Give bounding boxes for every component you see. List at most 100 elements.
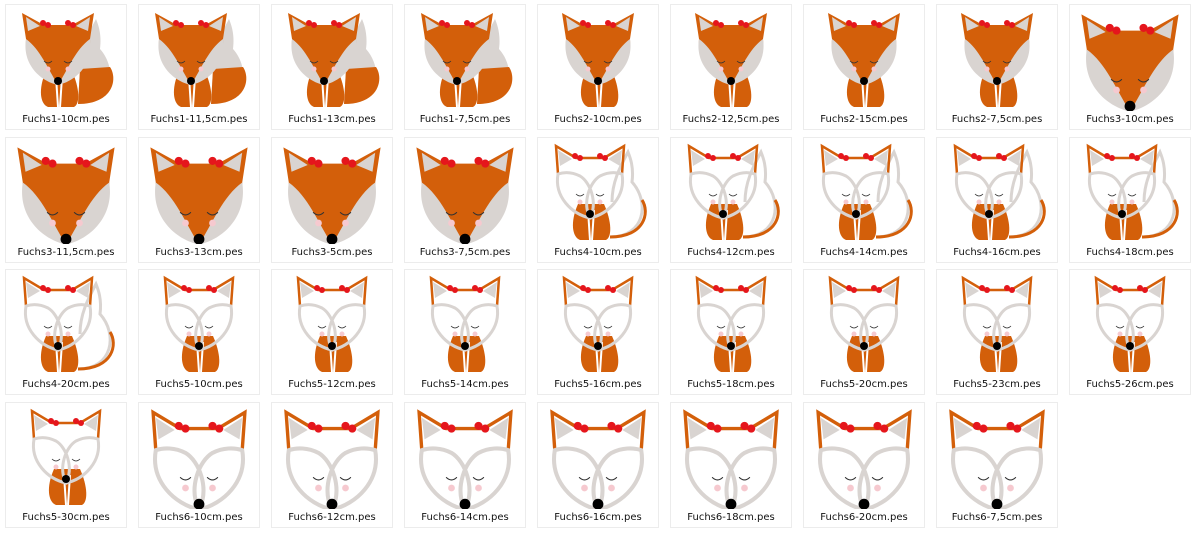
file-item[interactable]: Fuchs5-16cm.pes bbox=[537, 269, 659, 395]
file-name: Fuchs5-30cm.pes bbox=[22, 511, 110, 523]
file-name: Fuchs1-13cm.pes bbox=[288, 114, 376, 125]
file-item[interactable]: Fuchs4-14cm.pes bbox=[803, 136, 925, 263]
file-name: Fuchs6-12cm.pes bbox=[288, 511, 376, 523]
file-thumbnail-fox-icon bbox=[816, 408, 912, 509]
file-name: Fuchs4-14cm.pes bbox=[820, 246, 908, 258]
file-name: Fuchs5-20cm.pes bbox=[820, 379, 908, 390]
file-thumbnail-fox-icon bbox=[30, 408, 102, 505]
file-item[interactable]: Fuchs2-7,5cm.pes bbox=[936, 4, 1058, 130]
file-thumbnail-fox-icon bbox=[695, 275, 767, 373]
file-item[interactable]: Fuchs5-14cm.pes bbox=[404, 269, 526, 395]
file-name: Fuchs2-12,5cm.pes bbox=[682, 114, 780, 125]
file-item[interactable]: Fuchs5-23cm.pes bbox=[936, 269, 1058, 395]
file-name: Fuchs6-7,5cm.pes bbox=[951, 511, 1043, 523]
file-name: Fuchs3-7,5cm.pes bbox=[419, 246, 511, 258]
file-thumbnail-fox-icon bbox=[683, 408, 779, 509]
file-item[interactable]: Fuchs5-30cm.pes bbox=[5, 401, 127, 528]
file-item[interactable]: Fuchs4-20cm.pes bbox=[5, 269, 127, 395]
file-name: Fuchs5-16cm.pes bbox=[554, 379, 642, 390]
file-thumbnail-fox-icon bbox=[155, 13, 247, 108]
file-thumbnail-fox-icon bbox=[820, 143, 913, 240]
file-name: Fuchs4-16cm.pes bbox=[953, 246, 1041, 258]
file-name: Fuchs3-11,5cm.pes bbox=[17, 246, 115, 258]
file-item[interactable]: Fuchs1-10cm.pes bbox=[5, 4, 127, 130]
file-name: Fuchs3-13cm.pes bbox=[155, 246, 243, 258]
file-item[interactable]: Fuchs3-10cm.pes bbox=[1069, 4, 1191, 130]
file-item[interactable]: Fuchs4-16cm.pes bbox=[936, 136, 1058, 263]
file-thumbnail-fox-icon bbox=[1086, 143, 1179, 240]
file-thumbnail-fox-icon bbox=[961, 275, 1033, 373]
file-thumbnail-fox-icon bbox=[953, 143, 1046, 240]
file-item[interactable]: Fuchs3-11,5cm.pes bbox=[5, 136, 127, 263]
file-name: Fuchs6-16cm.pes bbox=[554, 511, 642, 523]
file-thumbnail-fox-icon bbox=[687, 143, 780, 240]
file-item[interactable]: Fuchs3-7,5cm.pes bbox=[404, 136, 526, 263]
file-item[interactable]: Fuchs5-18cm.pes bbox=[670, 269, 792, 395]
file-item[interactable]: Fuchs5-26cm.pes bbox=[1069, 269, 1191, 395]
file-thumbnail-fox-icon bbox=[150, 146, 248, 244]
file-thumbnail-grid: Fuchs1-10cm.pes Fuchs1-11,5cm.pes Fuchs1-1… bbox=[5, 4, 1191, 528]
file-item[interactable]: Fuchs6-20cm.pes bbox=[803, 401, 925, 528]
file-item[interactable]: Fuchs6-7,5cm.pes bbox=[936, 401, 1058, 528]
file-name: Fuchs6-20cm.pes bbox=[820, 511, 908, 523]
file-thumbnail-fox-icon bbox=[284, 408, 380, 509]
file-thumbnail-fox-icon bbox=[163, 275, 235, 373]
file-name: Fuchs1-10cm.pes bbox=[22, 114, 110, 125]
file-name: Fuchs5-14cm.pes bbox=[421, 379, 509, 390]
file-item[interactable]: Fuchs5-20cm.pes bbox=[803, 269, 925, 395]
file-thumbnail-fox-icon bbox=[695, 13, 767, 108]
file-thumbnail-fox-icon bbox=[22, 275, 115, 373]
file-thumbnail-fox-icon bbox=[22, 13, 114, 108]
file-thumbnail-fox-icon bbox=[949, 408, 1045, 509]
file-name: Fuchs6-14cm.pes bbox=[421, 511, 509, 523]
file-thumbnail-fox-icon bbox=[828, 275, 900, 373]
file-item[interactable]: Fuchs5-12cm.pes bbox=[271, 269, 393, 395]
file-item[interactable]: Fuchs1-13cm.pes bbox=[271, 4, 393, 130]
file-name: Fuchs3-10cm.pes bbox=[1086, 114, 1174, 125]
file-item[interactable]: Fuchs6-14cm.pes bbox=[404, 401, 526, 528]
file-thumbnail-fox-icon bbox=[417, 408, 513, 509]
file-name: Fuchs5-12cm.pes bbox=[288, 379, 376, 390]
file-name: Fuchs5-18cm.pes bbox=[687, 379, 775, 390]
file-thumbnail-fox-icon bbox=[17, 146, 115, 244]
file-name: Fuchs2-7,5cm.pes bbox=[951, 114, 1043, 125]
file-thumbnail-fox-icon bbox=[961, 13, 1033, 108]
file-thumbnail-fox-icon bbox=[562, 275, 634, 373]
file-name: Fuchs3-5cm.pes bbox=[291, 246, 373, 258]
file-item[interactable]: Fuchs6-16cm.pes bbox=[537, 401, 659, 528]
file-item[interactable]: Fuchs4-12cm.pes bbox=[670, 136, 792, 263]
file-name: Fuchs4-18cm.pes bbox=[1086, 246, 1174, 258]
file-item[interactable]: Fuchs6-12cm.pes bbox=[271, 401, 393, 528]
file-name: Fuchs6-18cm.pes bbox=[687, 511, 775, 523]
file-thumbnail-fox-icon bbox=[421, 13, 513, 108]
file-name: Fuchs1-7,5cm.pes bbox=[419, 114, 511, 125]
file-item[interactable]: Fuchs6-10cm.pes bbox=[138, 401, 260, 528]
file-thumbnail-fox-icon bbox=[1081, 14, 1179, 111]
file-item[interactable]: Fuchs3-13cm.pes bbox=[138, 136, 260, 263]
file-item[interactable]: Fuchs3-5cm.pes bbox=[271, 136, 393, 263]
file-item[interactable]: Fuchs2-12,5cm.pes bbox=[670, 4, 792, 130]
file-item[interactable]: Fuchs1-7,5cm.pes bbox=[404, 4, 526, 130]
file-item[interactable]: Fuchs4-18cm.pes bbox=[1069, 136, 1191, 263]
file-item[interactable]: Fuchs2-10cm.pes bbox=[537, 4, 659, 130]
file-thumbnail-fox-icon bbox=[562, 13, 634, 108]
file-thumbnail-fox-icon bbox=[296, 275, 368, 373]
file-item[interactable]: Fuchs6-18cm.pes bbox=[670, 401, 792, 528]
file-thumbnail-fox-icon bbox=[1094, 275, 1166, 373]
file-thumbnail-fox-icon bbox=[828, 13, 900, 108]
file-thumbnail-fox-icon bbox=[283, 146, 381, 244]
file-name: Fuchs4-10cm.pes bbox=[554, 246, 642, 258]
file-name: Fuchs6-10cm.pes bbox=[155, 511, 243, 523]
file-item[interactable]: Fuchs5-10cm.pes bbox=[138, 269, 260, 395]
file-thumbnail-fox-icon bbox=[429, 275, 501, 373]
file-name: Fuchs1-11,5cm.pes bbox=[150, 114, 248, 125]
file-name: Fuchs4-12cm.pes bbox=[687, 246, 775, 258]
file-item[interactable]: Fuchs1-11,5cm.pes bbox=[138, 4, 260, 130]
file-thumbnail-fox-icon bbox=[416, 146, 514, 244]
file-name: Fuchs2-10cm.pes bbox=[554, 114, 642, 125]
file-thumbnail-fox-icon bbox=[288, 13, 380, 108]
file-item[interactable]: Fuchs4-10cm.pes bbox=[537, 136, 659, 263]
file-name: Fuchs5-26cm.pes bbox=[1086, 379, 1174, 390]
file-item[interactable]: Fuchs2-15cm.pes bbox=[803, 4, 925, 130]
file-name: Fuchs5-10cm.pes bbox=[155, 379, 243, 390]
